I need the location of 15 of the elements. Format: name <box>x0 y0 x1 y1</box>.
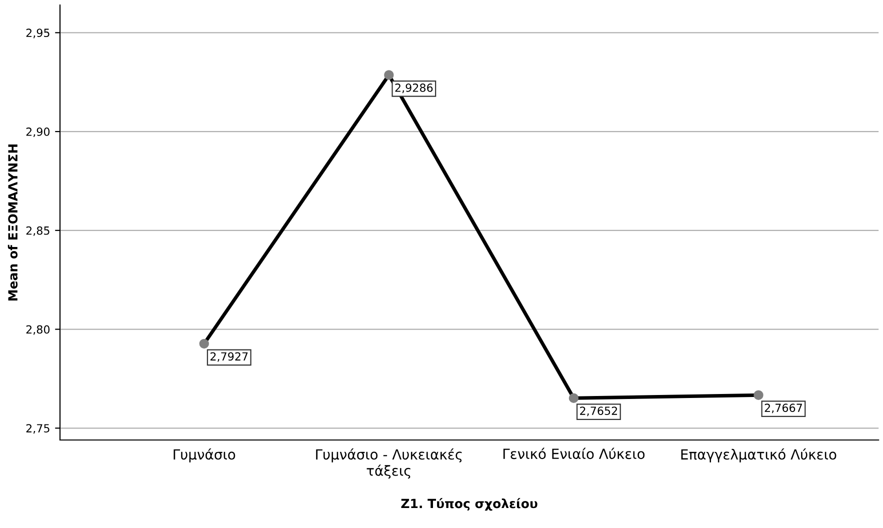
data-label: 2,7652 <box>580 406 618 416</box>
y-tick-label: 2,95 <box>26 28 50 38</box>
x-axis-title: Z1. Τύπος σχολείου <box>401 498 538 511</box>
x-tick-label: Γυμνάσιο - Λυκειακές τάξεις <box>316 448 462 479</box>
y-tick-label: 2,90 <box>26 128 50 138</box>
data-label: 2,7667 <box>764 404 802 414</box>
y-tick-label: 2,85 <box>26 226 50 236</box>
x-tick-label: Επαγγελματικό Λύκειο <box>681 448 836 462</box>
x-tick-label: Γενικό Ενιαίο Λύκειο <box>503 448 645 460</box>
y-axis-title: Mean of ΕΞΟΜΑΛΥΝΣΗ <box>8 144 18 301</box>
data-label: 2,7927 <box>210 352 248 362</box>
y-tick-label: 2,80 <box>26 325 50 335</box>
data-label: 2,9286 <box>395 84 433 94</box>
y-tick-label: 2,75 <box>26 424 50 434</box>
x-tick-label: Γυμνάσιο <box>174 448 236 462</box>
